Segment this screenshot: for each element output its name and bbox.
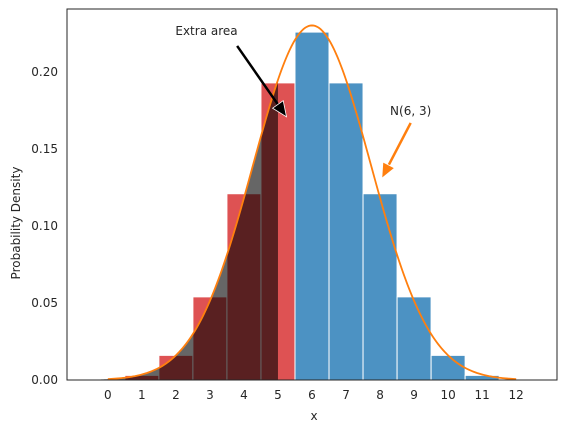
y-tick-1: 0.05 [31,296,58,310]
annotation-arrowhead-0 [271,100,288,118]
annotation-text-1: N(6, 3) [390,104,431,118]
bar-x-9 [396,296,432,381]
annotation-text-0: Extra area [175,24,237,38]
annotation-arrowhead-1 [381,161,396,180]
x-tick-7: 7 [342,388,350,402]
x-tick-2: 2 [172,388,180,402]
y-tick-0: 0.00 [31,373,58,387]
x-tick-10: 10 [440,388,455,402]
y-tick-3: 0.15 [31,142,58,156]
shaded-region [90,79,278,381]
shaded-area [90,79,278,381]
x-axis-label: x [310,409,317,423]
x-tick-5: 5 [274,388,282,402]
y-axis-label: Probability Density [9,167,23,280]
tick-labels: 0 1 2 3 4 5 6 7 8 9 10 11 120.000.050.100.150.20 [31,65,524,402]
y-tick-2: 0.10 [31,219,58,233]
x-tick-9: 9 [410,388,418,402]
y-tick-4: 0.20 [31,65,58,79]
x-tick-3: 3 [206,388,214,402]
normal-curve [107,24,517,381]
x-tick-11: 11 [474,388,489,402]
curve-layer [107,24,517,381]
annotations: Extra area N(6, 3) [175,24,431,180]
plot-frame [66,8,558,381]
bar-x-10 [430,354,466,381]
x-tick-1: 1 [138,388,146,402]
x-tick-4: 4 [240,388,248,402]
bar-x-7 [328,82,364,381]
annotation-arrow-1 [387,122,412,166]
annotation-arrow-0 [236,45,279,106]
x-tick-6: 6 [308,388,316,402]
bar-x-8 [362,193,398,381]
x-tick-0: 0 [104,388,112,402]
x-tick-8: 8 [376,388,384,402]
bar-x-6 [294,31,330,381]
x-tick-12: 12 [509,388,524,402]
